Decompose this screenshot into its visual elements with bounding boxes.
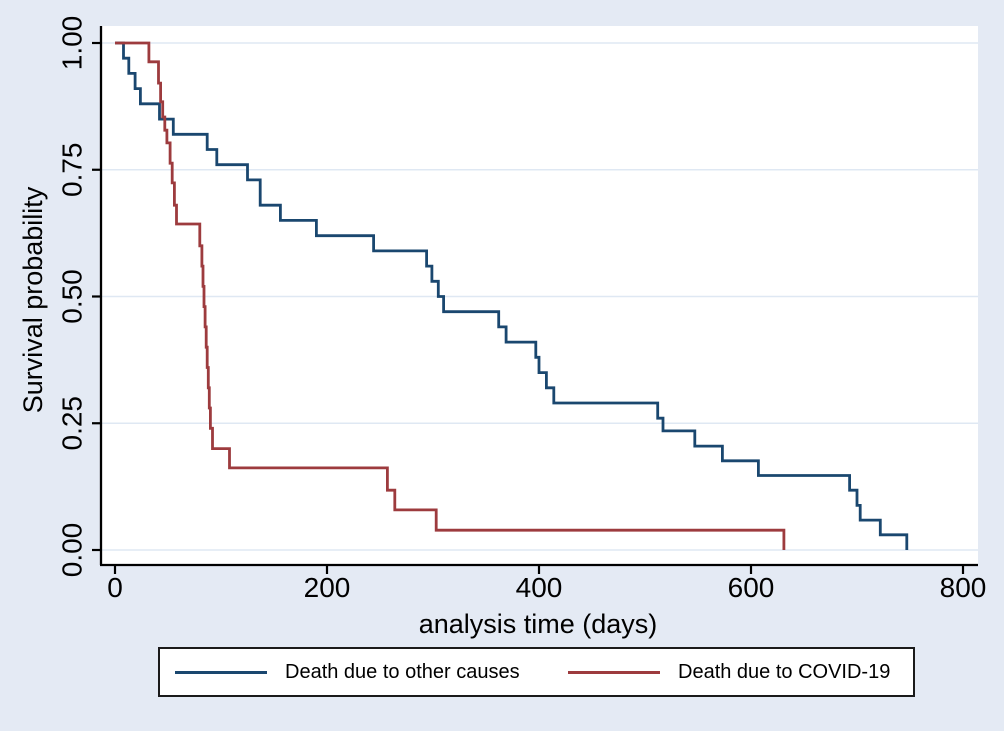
y-tick-label: 0.25 — [57, 396, 88, 451]
legend: Death due to other causes Death due to C… — [158, 647, 915, 697]
x-tick-label: 800 — [940, 572, 987, 603]
x-axis-title: analysis time (days) — [419, 609, 658, 639]
legend-label-covid19: Death due to COVID-19 — [678, 660, 891, 683]
y-axis-title: Survival probability — [18, 186, 48, 413]
legend-label-other-causes: Death due to other causes — [285, 660, 520, 683]
x-tick-label: 400 — [516, 572, 563, 603]
y-tick-label: 0.00 — [57, 523, 88, 578]
survival-curves — [115, 41, 909, 550]
axis-ticks — [92, 41, 965, 574]
legend-line-covid19-icon — [568, 670, 660, 674]
survival-curve-covid19 — [115, 41, 786, 550]
tick-labels: 0.00 0.25 0.50 0.75 1.00 0 200 400 600 800 — [57, 16, 987, 603]
x-tick-label: 200 — [304, 572, 351, 603]
plot-area — [101, 26, 978, 565]
x-tick-label: 600 — [728, 572, 775, 603]
y-tick-label: 0.75 — [57, 143, 88, 198]
y-tick-label: 0.50 — [57, 269, 88, 324]
legend-line-other-causes-icon — [175, 670, 267, 674]
x-tick-label: 0 — [107, 572, 123, 603]
survival-curve-other-causes — [115, 41, 909, 550]
y-tick-label: 1.00 — [57, 16, 88, 71]
legend-entry-covid19: Death due to COVID-19 — [568, 649, 890, 695]
legend-entry-other-causes: Death due to other causes — [175, 649, 520, 695]
